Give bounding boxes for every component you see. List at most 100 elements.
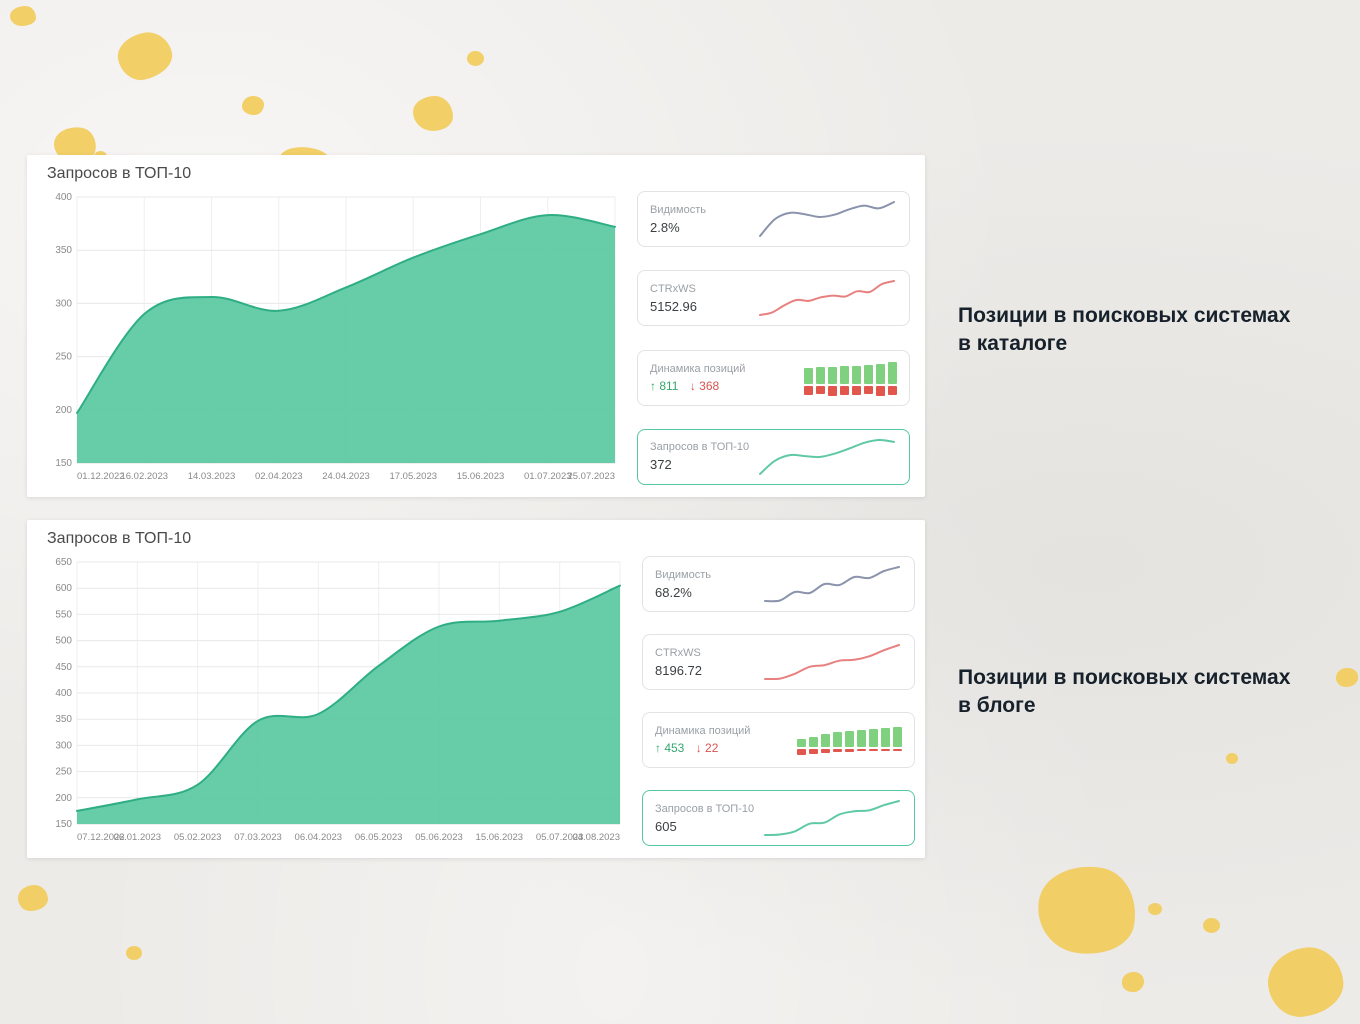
paint-splotch	[1226, 753, 1238, 764]
paint-splotch	[18, 885, 48, 911]
svg-text:04.08.2023: 04.08.2023	[572, 832, 620, 843]
top10-queries-sparkline	[759, 438, 896, 475]
position-dynamics-values: ↑ 811 ↓ 368	[650, 379, 745, 393]
svg-text:350: 350	[55, 245, 72, 256]
metric-card-ctrxws[interactable]: CTRxWS 5152.96	[637, 270, 911, 327]
positions-down-value: ↓ 368	[689, 378, 720, 393]
metric-label: CTRxWS	[650, 282, 696, 295]
metric-card-position-dynamics[interactable]: Динамика позиций ↑ 453 ↓ 22	[642, 712, 916, 768]
caption-blog: Позиции в поисковых системах в блоге	[958, 664, 1343, 719]
metric-value: 605	[655, 818, 677, 834]
svg-text:150: 150	[55, 458, 72, 469]
svg-text:300: 300	[55, 740, 72, 751]
positions-up-value: ↑ 811	[650, 378, 679, 393]
paint-splotch	[1336, 668, 1358, 687]
ctrxws-sparkline	[764, 644, 901, 681]
caption-line: в каталоге	[958, 331, 1068, 355]
ctrxws-sparkline	[759, 280, 896, 317]
svg-text:600: 600	[55, 583, 72, 594]
metric-value: 68.2%	[655, 584, 692, 600]
metric-cards: Видимость 2.8% CTRxWS 5152.96 Динамика п…	[637, 191, 911, 485]
metric-card-top10-queries[interactable]: Запросов в ТОП-10 605	[642, 790, 916, 846]
svg-text:07.12.2022: 07.12.2022	[77, 832, 125, 843]
metric-cards: Видимость 68.2% CTRxWS 8196.72 Динамика …	[642, 556, 916, 846]
svg-text:05.06.2023: 05.06.2023	[415, 832, 463, 843]
svg-text:01.07.2023: 01.07.2023	[524, 471, 572, 482]
visibility-sparkline	[759, 201, 896, 237]
svg-text:300: 300	[55, 298, 72, 309]
svg-text:06.05.2023: 06.05.2023	[355, 832, 403, 843]
paint-splotch	[126, 946, 142, 960]
svg-text:06.01.2023: 06.01.2023	[114, 832, 162, 843]
svg-text:250: 250	[55, 767, 72, 778]
paint-splotch	[1122, 972, 1144, 992]
metric-label: Запросов в ТОП-10	[650, 441, 750, 454]
paint-splotch	[1263, 943, 1348, 1021]
svg-text:400: 400	[55, 688, 72, 699]
positions-up-value: ↑ 453	[655, 741, 685, 755]
svg-text:25.07.2023: 25.07.2023	[567, 471, 615, 482]
metric-card-position-dynamics[interactable]: Динамика позиций ↑ 811 ↓ 368	[637, 349, 911, 406]
caption-line: в блоге	[958, 693, 1036, 717]
metric-value: 372	[650, 457, 672, 473]
svg-text:07.03.2023: 07.03.2023	[234, 832, 282, 843]
svg-text:14.03.2023: 14.03.2023	[188, 471, 236, 482]
position-dynamics-values: ↑ 453 ↓ 22	[655, 741, 750, 755]
paint-splotch	[1031, 858, 1143, 962]
metric-value: 8196.72	[655, 662, 702, 678]
svg-text:06.04.2023: 06.04.2023	[295, 832, 343, 843]
metric-label: Видимость	[650, 203, 706, 216]
svg-text:05.02.2023: 05.02.2023	[174, 832, 222, 843]
caption-line: Позиции в поисковых системах	[958, 666, 1291, 689]
svg-text:05.07.2023: 05.07.2023	[536, 832, 584, 843]
paint-splotch	[1148, 903, 1162, 915]
top10-queries-area-chart: 650 600 550 500 450 400 350 300 250 200 150 07.12.2…	[55, 557, 621, 843]
metric-label: Динамика позиций	[655, 725, 751, 737]
svg-text:02.04.2023: 02.04.2023	[255, 471, 303, 482]
svg-text:400: 400	[55, 192, 72, 203]
metric-card-visibility[interactable]: Видимость 2.8%	[637, 191, 911, 247]
paint-splotch	[1203, 918, 1220, 933]
positions-down-value: ↓ 22	[695, 741, 719, 755]
metric-label: Запросов в ТОП-10	[655, 802, 755, 815]
metric-label: CTRxWS	[655, 646, 701, 659]
svg-text:500: 500	[55, 636, 72, 647]
metric-card-ctrxws[interactable]: CTRxWS 8196.72	[642, 634, 916, 690]
metric-value: 5152.96	[650, 298, 697, 314]
paint-splotch	[10, 6, 36, 26]
caption-line: Позиции в поисковых системах	[958, 304, 1291, 327]
paint-splotch	[467, 51, 484, 66]
panel-body: 400 350 300 250 200 150 01.12.2022 16.02.2023 14…	[43, 191, 911, 485]
catalog-positions-panel: Запросов в ТОП-10 400 350 300 250 200 150 01.1…	[27, 155, 925, 497]
paint-splotch	[413, 96, 453, 131]
metric-label: Видимость	[655, 568, 711, 581]
svg-text:24.04.2023: 24.04.2023	[322, 471, 370, 482]
svg-text:16.02.2023: 16.02.2023	[120, 471, 168, 482]
panel-body: 650 600 550 500 450 400 350 300 250 200 150 07.12.2…	[43, 556, 916, 846]
svg-text:200: 200	[55, 405, 72, 416]
svg-text:01.12.2022: 01.12.2022	[77, 471, 125, 482]
svg-text:650: 650	[55, 557, 72, 568]
blog-positions-panel: Запросов в ТОП-10 650 600 550 500 450 400 350 3…	[27, 520, 925, 858]
caption-catalog: Позиции в поисковых системах в каталоге	[958, 302, 1343, 357]
svg-text:450: 450	[55, 662, 72, 673]
paint-splotch	[113, 27, 177, 85]
svg-text:17.05.2023: 17.05.2023	[389, 471, 437, 482]
svg-text:250: 250	[55, 352, 72, 363]
metric-card-top10-queries[interactable]: Запросов в ТОП-10 372	[637, 428, 911, 485]
svg-text:15.06.2023: 15.06.2023	[476, 832, 524, 843]
svg-text:550: 550	[55, 609, 72, 620]
paint-splotch	[242, 96, 264, 115]
svg-text:15.06.2023: 15.06.2023	[457, 471, 505, 482]
svg-text:350: 350	[55, 714, 72, 725]
panel-title: Запросов в ТОП-10	[47, 165, 192, 182]
panel-title: Запросов в ТОП-10	[47, 530, 192, 547]
metric-value: 2.8%	[650, 219, 680, 235]
metric-card-visibility[interactable]: Видимость 68.2%	[642, 556, 916, 612]
svg-text:150: 150	[55, 819, 72, 830]
svg-text:200: 200	[55, 793, 72, 804]
visibility-sparkline	[764, 566, 901, 603]
position-dynamics-bars	[804, 360, 898, 396]
